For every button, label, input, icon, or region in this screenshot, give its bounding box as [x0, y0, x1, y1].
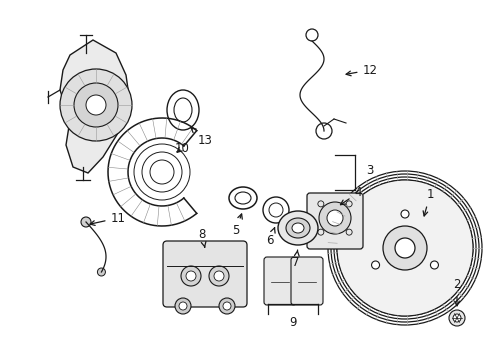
Circle shape [452, 314, 460, 322]
Circle shape [336, 180, 472, 316]
Text: 6: 6 [265, 228, 275, 247]
Circle shape [81, 217, 91, 227]
Circle shape [382, 226, 426, 270]
Text: 9: 9 [289, 315, 296, 328]
Ellipse shape [278, 211, 317, 245]
FancyBboxPatch shape [290, 257, 323, 305]
Ellipse shape [285, 218, 309, 238]
Circle shape [86, 95, 106, 115]
Ellipse shape [291, 223, 304, 233]
Text: 2: 2 [452, 279, 460, 306]
FancyBboxPatch shape [306, 193, 362, 249]
Text: 7: 7 [292, 250, 299, 269]
Circle shape [400, 210, 408, 218]
Text: 11: 11 [90, 211, 125, 225]
Circle shape [219, 298, 235, 314]
Circle shape [448, 310, 464, 326]
FancyBboxPatch shape [264, 257, 295, 305]
Circle shape [60, 69, 132, 141]
Text: 5: 5 [232, 214, 242, 237]
Text: 12: 12 [346, 63, 377, 77]
Circle shape [185, 271, 196, 281]
Circle shape [175, 298, 191, 314]
Circle shape [181, 266, 201, 286]
Circle shape [214, 271, 224, 281]
Text: 13: 13 [191, 128, 212, 147]
Text: 4: 4 [340, 186, 361, 205]
Circle shape [429, 261, 438, 269]
Circle shape [318, 202, 350, 234]
Circle shape [394, 238, 414, 258]
Text: 8: 8 [198, 229, 205, 247]
Circle shape [97, 268, 105, 276]
FancyBboxPatch shape [163, 241, 246, 307]
Circle shape [179, 302, 186, 310]
Text: 10: 10 [174, 141, 189, 154]
Circle shape [223, 302, 230, 310]
Circle shape [326, 210, 342, 226]
Text: 1: 1 [422, 189, 433, 216]
Polygon shape [60, 40, 130, 173]
Circle shape [74, 83, 118, 127]
Circle shape [371, 261, 379, 269]
Circle shape [208, 266, 228, 286]
Text: 3: 3 [366, 163, 373, 176]
